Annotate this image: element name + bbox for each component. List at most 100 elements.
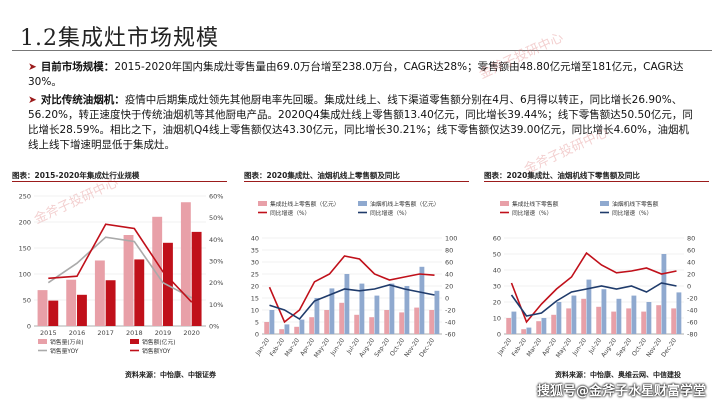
y2-tick-label: 20 (687, 271, 695, 279)
legend-label: 集成灶线下零售额 (512, 200, 559, 208)
bar (566, 308, 572, 334)
y-tick-label: 0 (497, 331, 501, 339)
y-tick-label: 50 (493, 251, 501, 259)
chart1-caption-rule (12, 181, 227, 182)
bar (661, 254, 667, 334)
legend-label: 油烟机线下零售额 (612, 200, 659, 208)
bar (601, 289, 607, 334)
legend-label: 油烟机线上零售额（亿元） (370, 200, 440, 208)
chart1-caption: 图表：2015-2020年集成灶行业规模 (12, 171, 140, 180)
series-line (268, 255, 435, 324)
bar (384, 310, 390, 334)
series-line (510, 251, 677, 324)
bar (521, 329, 527, 334)
series-line (47, 236, 193, 299)
series-line (269, 283, 435, 321)
bar (48, 300, 59, 326)
bar (152, 216, 163, 326)
bar (134, 259, 145, 326)
bar (344, 274, 350, 334)
bar (339, 302, 345, 334)
bar (399, 312, 405, 334)
y-tick-label: 20 (251, 283, 259, 291)
bar (299, 319, 305, 334)
chart2-caption: 图表：2020集成灶、油烟机线上零售额及同比 (244, 171, 400, 180)
y-tick-label: 100 (19, 271, 31, 279)
y2-tick-label: -60 (445, 331, 456, 339)
bar (616, 298, 622, 334)
bar (180, 202, 191, 326)
bar (551, 314, 557, 334)
bar (414, 307, 420, 334)
y2-tick-label: 0 (687, 283, 691, 291)
y-tick-label: 0 (255, 331, 259, 339)
y-tick-label: 0 (27, 323, 31, 331)
y2-tick-label: 80 (687, 235, 695, 243)
bar (279, 329, 285, 334)
y2-tick-label: -60 (687, 319, 698, 327)
legend-swatch (38, 339, 47, 344)
bar (191, 231, 202, 326)
bar (646, 302, 652, 334)
y-tick-label: 250 (19, 193, 31, 201)
y-tick-label: 15 (251, 295, 259, 303)
bar (571, 295, 577, 334)
x-tick-label: Sep-20 (373, 337, 391, 358)
y2-tick-label: 60 (687, 247, 695, 255)
bar (264, 322, 270, 334)
series-line (48, 223, 193, 303)
chart1-scale: 0 50 100 150 200 250 0% 10% 20% 30% 40% 50% 60% 2015 2… (19, 193, 224, 356)
bar (37, 290, 48, 326)
legend-label: 同比增速（%） (512, 209, 552, 217)
bar (329, 288, 335, 334)
bar (66, 279, 77, 326)
bar (506, 318, 512, 334)
y2-tick-label: 40% (209, 236, 223, 244)
series-line (510, 282, 677, 317)
x-tick-label: 2018 (126, 329, 143, 337)
y2-tick-label: 0 (445, 295, 449, 303)
y2-tick-label: -20 (445, 307, 456, 315)
bar (359, 283, 365, 334)
x-tick-label: Jun-20 (571, 337, 588, 358)
y2-tick-label: 0% (209, 323, 219, 331)
bullet-lead: 对比传统油烟机： (40, 94, 125, 106)
bar (676, 292, 682, 334)
legend-label: 同比增速（%） (370, 209, 410, 217)
x-tick-label: Dec-20 (660, 337, 678, 359)
chart3-caption: 图表：2020集成灶、油烟机线下零售额及同比 (484, 171, 640, 180)
x-tick-label: Dec-20 (418, 337, 436, 359)
bullet-lead: 目前市场规模： (40, 61, 115, 73)
footer-credit: 搜狐号@金斧子水星财富学堂 (536, 384, 706, 399)
y2-tick-label: 60 (445, 259, 453, 267)
y2-tick-label: -20 (687, 295, 698, 303)
legend-label: 销售量YOY (50, 347, 79, 355)
y-tick-label: 30 (493, 283, 501, 291)
y2-tick-label: 30% (209, 258, 223, 266)
bar (269, 310, 275, 334)
bar (429, 310, 435, 334)
chart2-online: 0510152025303540-60-40-20020406080100Jan… (251, 200, 458, 359)
y-tick-label: 25 (251, 271, 259, 279)
bar (77, 294, 87, 326)
bar (536, 321, 542, 334)
bar (581, 298, 587, 334)
y2-tick-label: -40 (445, 319, 456, 327)
bar (434, 290, 440, 334)
x-tick-label: 2019 (155, 329, 172, 337)
arrow-bullet-icon: ➤ (28, 94, 37, 106)
bar (324, 310, 330, 334)
chart1-source: 资料来源：中怡康、中银证券 (125, 371, 216, 379)
bar (314, 298, 320, 334)
bar (354, 314, 360, 334)
y-tick-label: 60 (493, 235, 501, 243)
y-tick-label: 50 (23, 297, 31, 305)
bar (294, 326, 300, 334)
x-tick-label: Sep-20 (615, 337, 633, 358)
y2-tick-label: -80 (687, 331, 698, 339)
legend-swatch (130, 339, 139, 344)
bar (309, 317, 315, 334)
bar (586, 279, 592, 334)
bar (419, 266, 425, 334)
bar (596, 306, 602, 334)
